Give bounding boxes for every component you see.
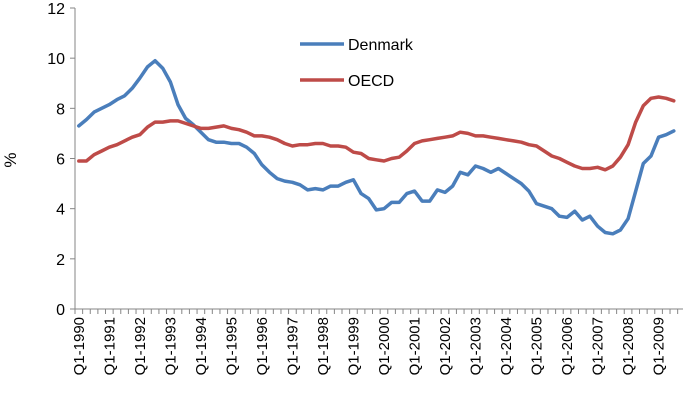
- x-tick-label: Q1-2005: [529, 317, 546, 375]
- x-tick-label: Q1-1993: [162, 317, 179, 375]
- series-lines: [77, 58, 676, 236]
- x-tick-label: Q1-2003: [468, 317, 485, 375]
- y-tick-label: 8: [56, 101, 65, 118]
- x-tick-label: Q1-2008: [620, 317, 637, 375]
- x-tick-label: Q1-2006: [559, 317, 576, 375]
- x-tick-label: Q1-2000: [376, 317, 393, 375]
- y-tick-label: 6: [56, 152, 65, 169]
- x-tick-label: Q1-1995: [223, 317, 240, 375]
- x-tick-label: Q1-1992: [132, 317, 149, 375]
- x-tick-label: Q1-2007: [590, 317, 607, 375]
- axes: [74, 8, 683, 310]
- y-tick-label: 2: [56, 252, 65, 269]
- legend-label-oecd: OECD: [348, 73, 394, 90]
- x-tick-label: Q1-1998: [315, 317, 332, 375]
- legend-label-denmark: Denmark: [348, 37, 414, 54]
- legend: Denmark OECD: [300, 37, 414, 90]
- y-axis-ticks: 0 2 4 6 8 10 12: [47, 1, 75, 319]
- y-tick-label: 4: [56, 202, 65, 219]
- x-tick-label: Q1-1997: [284, 317, 301, 375]
- x-tick-label: Q1-1999: [345, 317, 362, 375]
- y-tick-label: 12: [47, 1, 65, 18]
- x-tick-label: Q1-2001: [406, 317, 423, 375]
- y-tick-label: 0: [56, 302, 65, 319]
- y-axis-label: %: [1, 152, 20, 167]
- x-tick-label: Q1-2002: [437, 317, 454, 375]
- series-line-oecd: [77, 95, 676, 172]
- x-tick-label: Q1-1996: [254, 317, 271, 375]
- y-tick-label: 10: [47, 51, 65, 68]
- x-axis-ticks: Q1-1990 Q1-1991 Q1-1992 Q1-1993 Q1-1994 Q1-19…: [71, 309, 679, 375]
- x-tick-label: Q1-2004: [498, 317, 515, 375]
- series-line-denmark: [77, 58, 676, 236]
- x-tick-label: Q1-1991: [101, 317, 118, 375]
- x-tick-label: Q1-2009: [651, 317, 668, 375]
- x-tick-label: Q1-1994: [193, 317, 210, 375]
- x-tick-label: Q1-1990: [71, 317, 88, 375]
